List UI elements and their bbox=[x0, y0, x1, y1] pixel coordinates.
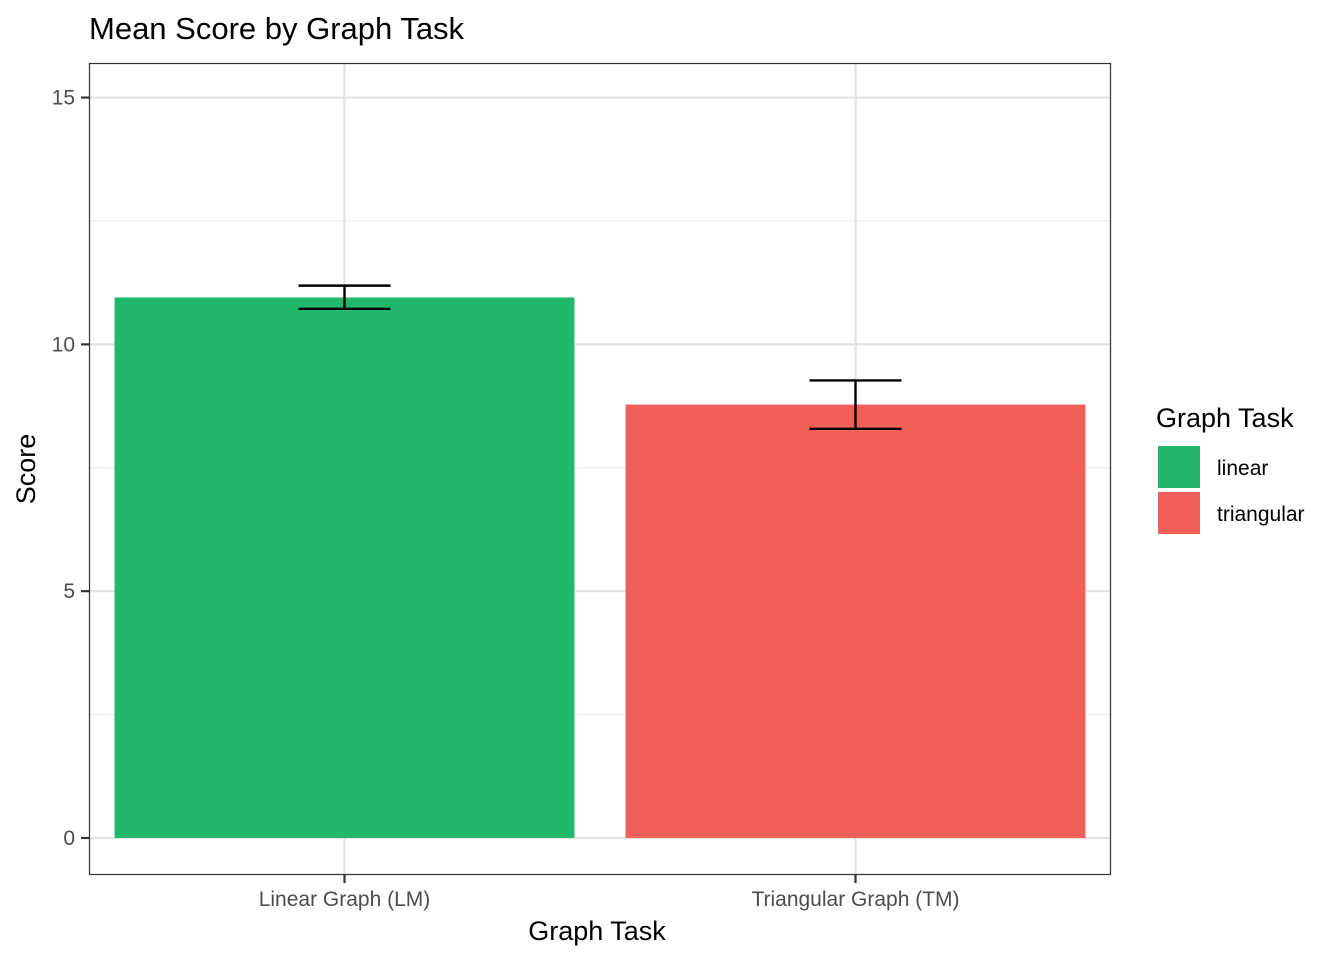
y-axis: 0 5 10 15 bbox=[52, 87, 89, 850]
x-axis-title: Graph Task bbox=[528, 916, 666, 946]
x-tick-label: Linear Graph (LM) bbox=[259, 888, 431, 911]
bar bbox=[625, 404, 1086, 838]
bars bbox=[114, 297, 1086, 838]
legend-key bbox=[1158, 492, 1200, 534]
plot-border bbox=[88, 62, 1112, 876]
legend-items: linear triangular bbox=[1158, 446, 1305, 534]
legend-title: Graph Task bbox=[1156, 403, 1294, 433]
error-bar bbox=[298, 284, 391, 311]
x-axis: Linear Graph (LM) Triangular Graph (TM) bbox=[259, 875, 960, 911]
plot-area bbox=[88, 62, 1112, 876]
legend: Graph Task linear triangular bbox=[1156, 403, 1305, 534]
x-tick-label: Triangular Graph (TM) bbox=[751, 888, 959, 911]
y-axis-title: Score bbox=[11, 434, 41, 505]
y-tick-label: 5 bbox=[63, 580, 75, 603]
bar bbox=[114, 297, 575, 838]
legend-key bbox=[1158, 446, 1200, 488]
error-bars bbox=[298, 284, 902, 430]
chart-title: Mean Score by Graph Task bbox=[89, 11, 465, 46]
legend-label: triangular bbox=[1217, 503, 1305, 526]
error-bar bbox=[809, 379, 902, 430]
y-tick-label: 10 bbox=[52, 333, 75, 356]
y-tick-label: 0 bbox=[63, 827, 75, 850]
y-tick-label: 15 bbox=[52, 87, 75, 110]
legend-label: linear bbox=[1217, 457, 1268, 480]
